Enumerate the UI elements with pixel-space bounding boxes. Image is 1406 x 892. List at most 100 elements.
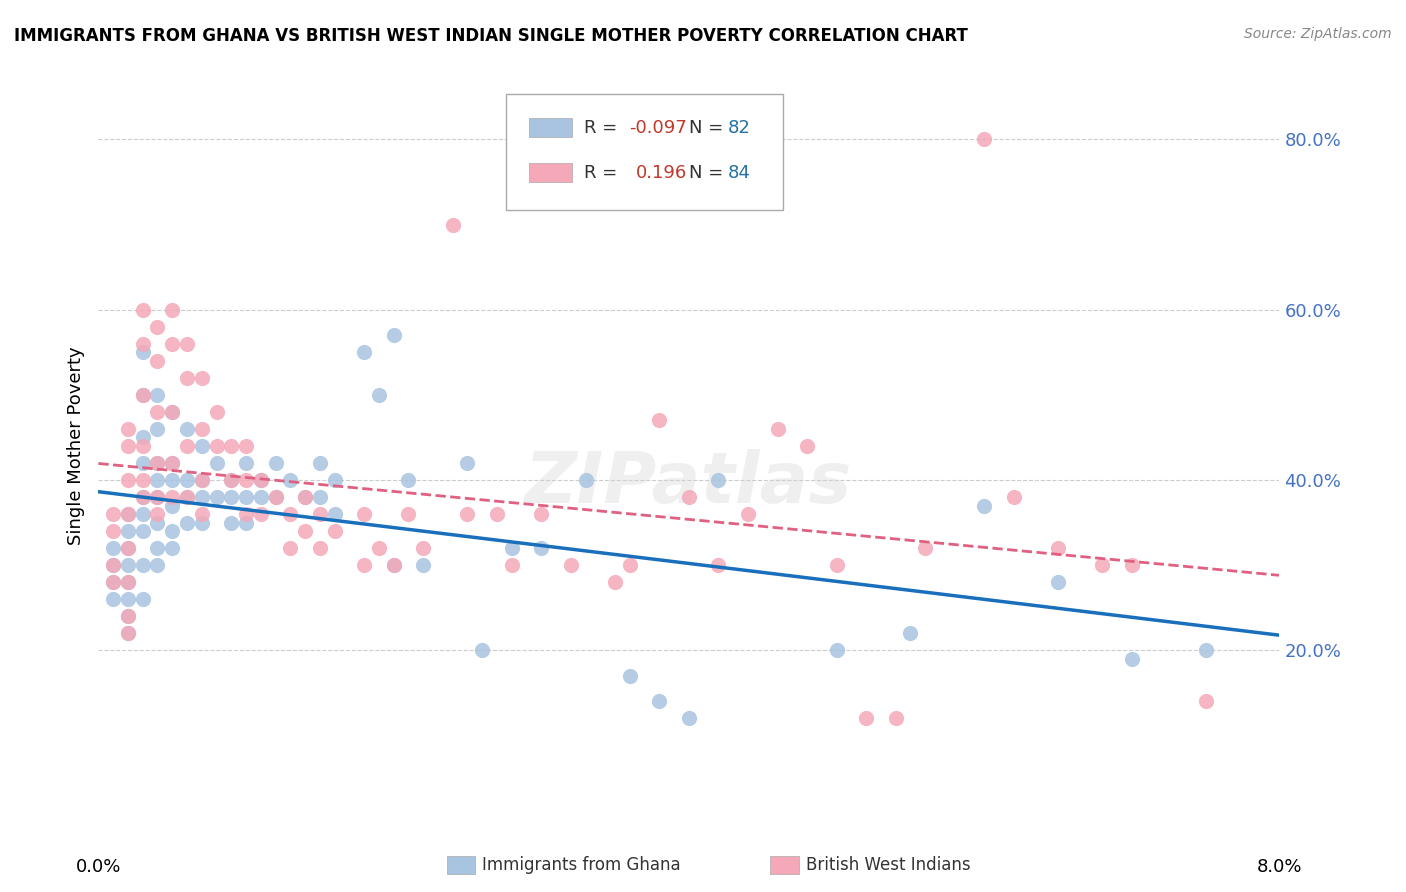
Point	[162, 456, 183, 470]
Point	[103, 524, 125, 538]
Point	[117, 592, 139, 607]
Point	[309, 456, 332, 470]
Point	[1195, 694, 1218, 708]
Point	[619, 558, 641, 573]
Point	[132, 456, 155, 470]
Point	[162, 405, 183, 419]
Point	[162, 456, 183, 470]
Point	[221, 473, 243, 487]
Point	[264, 456, 287, 470]
Point	[205, 405, 228, 419]
Text: Source: ZipAtlas.com: Source: ZipAtlas.com	[1244, 27, 1392, 41]
Text: R =: R =	[583, 163, 623, 181]
Point	[146, 388, 169, 402]
Text: 0.196: 0.196	[636, 163, 688, 181]
Point	[176, 371, 198, 385]
Point	[132, 490, 155, 504]
Point	[117, 541, 139, 556]
Point	[146, 422, 169, 436]
Point	[162, 490, 183, 504]
Point	[250, 507, 273, 521]
Point	[191, 473, 214, 487]
Point	[132, 302, 155, 317]
Point	[205, 490, 228, 504]
Point	[162, 499, 183, 513]
Point	[117, 439, 139, 453]
Point	[117, 507, 139, 521]
FancyBboxPatch shape	[506, 94, 783, 210]
Point	[766, 422, 789, 436]
Point	[235, 507, 257, 521]
Point	[280, 473, 302, 487]
Point	[132, 490, 155, 504]
Point	[191, 516, 214, 530]
Point	[132, 336, 155, 351]
Point	[191, 490, 214, 504]
Point	[309, 541, 332, 556]
Point	[132, 592, 155, 607]
Point	[117, 473, 139, 487]
Point	[707, 558, 730, 573]
Point	[678, 490, 700, 504]
Point	[457, 507, 479, 521]
Point	[146, 558, 169, 573]
Text: 82: 82	[728, 119, 751, 136]
Point	[191, 507, 214, 521]
Text: British West Indians: British West Indians	[806, 856, 970, 874]
Point	[398, 507, 420, 521]
Point	[132, 439, 155, 453]
Point	[162, 405, 183, 419]
Point	[309, 507, 332, 521]
Point	[146, 541, 169, 556]
Point	[796, 439, 818, 453]
Point	[132, 473, 155, 487]
Text: -0.097: -0.097	[628, 119, 686, 136]
Point	[103, 575, 125, 590]
Point	[162, 473, 183, 487]
Point	[176, 439, 198, 453]
Point	[146, 490, 169, 504]
Point	[1195, 643, 1218, 657]
Text: 0.0%: 0.0%	[76, 858, 121, 876]
Point	[900, 626, 922, 640]
Point	[103, 558, 125, 573]
Point	[205, 439, 228, 453]
Point	[117, 626, 139, 640]
Point	[973, 132, 995, 146]
Text: IMMIGRANTS FROM GHANA VS BRITISH WEST INDIAN SINGLE MOTHER POVERTY CORRELATION C: IMMIGRANTS FROM GHANA VS BRITISH WEST IN…	[14, 27, 967, 45]
Point	[146, 456, 169, 470]
Point	[132, 524, 155, 538]
Point	[146, 516, 169, 530]
Point	[294, 490, 316, 504]
Point	[146, 473, 169, 487]
Point	[1121, 652, 1143, 666]
Point	[412, 558, 434, 573]
Point	[103, 575, 125, 590]
Point	[191, 371, 214, 385]
Point	[103, 592, 125, 607]
Bar	[770, 856, 799, 874]
Point	[132, 388, 155, 402]
Point	[323, 524, 346, 538]
Point	[1121, 558, 1143, 573]
Point	[146, 456, 169, 470]
Point	[117, 507, 139, 521]
Point	[176, 336, 198, 351]
Point	[132, 430, 155, 444]
Point	[250, 473, 273, 487]
FancyBboxPatch shape	[530, 118, 572, 137]
Point	[221, 490, 243, 504]
Point	[146, 507, 169, 521]
Text: Immigrants from Ghana: Immigrants from Ghana	[482, 856, 681, 874]
Point	[323, 507, 346, 521]
Point	[353, 345, 375, 359]
Point	[176, 490, 198, 504]
Point	[162, 524, 183, 538]
Text: ZIPatlas: ZIPatlas	[526, 449, 852, 518]
Point	[501, 558, 523, 573]
Point	[235, 473, 257, 487]
Point	[353, 558, 375, 573]
Point	[619, 669, 641, 683]
Point	[412, 541, 434, 556]
Point	[678, 711, 700, 725]
